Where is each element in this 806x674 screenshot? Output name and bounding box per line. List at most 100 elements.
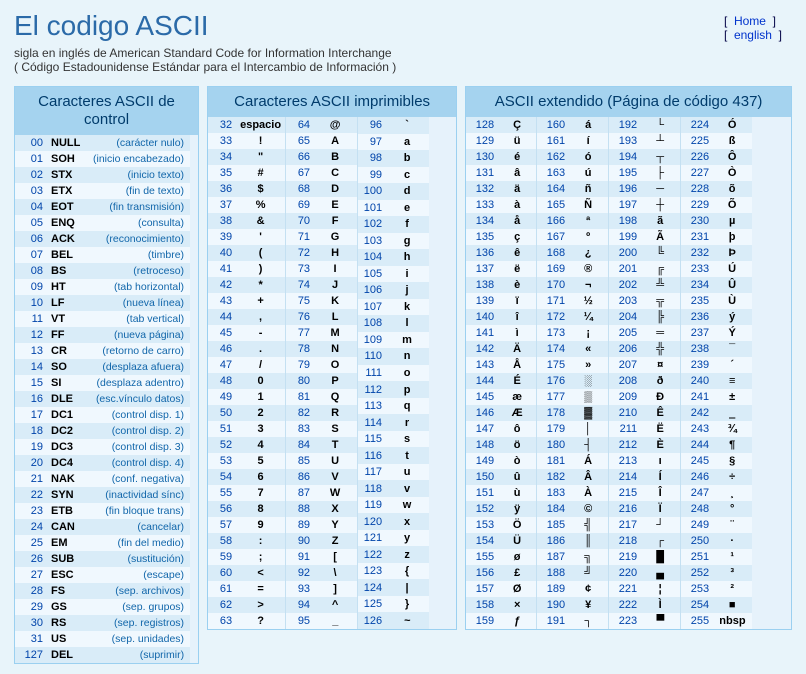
- table-row: 214Í: [609, 469, 680, 485]
- mnemonic: RS: [47, 615, 89, 631]
- char-glyph: ÿ: [498, 501, 536, 517]
- char-glyph: ¶: [713, 437, 752, 453]
- table-row: 106j: [358, 282, 429, 299]
- home-link[interactable]: Home: [734, 14, 766, 28]
- table-row: 557: [208, 485, 285, 501]
- code-number: 231: [681, 229, 714, 245]
- char-glyph: å: [498, 213, 536, 229]
- char-glyph: #: [236, 165, 285, 181]
- code-number: 186: [537, 533, 570, 549]
- table-row: 175»: [537, 357, 608, 373]
- table-row: 156£: [466, 565, 536, 581]
- mnemonic: HT: [47, 279, 89, 295]
- char-glyph: Ê: [641, 405, 680, 421]
- code-number: 114: [358, 414, 387, 431]
- code-number: 60: [208, 565, 236, 581]
- table-row: 185╣: [537, 517, 608, 533]
- mnemonic: DLE: [47, 391, 89, 407]
- code-number: 120: [358, 513, 387, 530]
- char-glyph: ƒ: [498, 613, 536, 629]
- char-glyph: ?: [236, 613, 285, 629]
- char-glyph: Ó: [713, 117, 752, 133]
- code-number: 179: [537, 421, 570, 437]
- table-row: 193┴: [609, 133, 680, 149]
- char-glyph: A: [314, 133, 357, 149]
- code-number: 69: [286, 197, 315, 213]
- code-number: 172: [537, 309, 570, 325]
- table-row: 108l: [358, 315, 429, 332]
- char-column: 192└193┴194┬195├196─197┼198ã199Ã200╚201╔…: [608, 117, 680, 629]
- char-glyph: ¿: [569, 245, 608, 261]
- table-row: 29GS(sep. grupos): [15, 599, 190, 615]
- mnemonic: DEL: [47, 647, 89, 663]
- table-row: 90Z: [286, 533, 357, 549]
- table-row: 33!: [208, 133, 285, 149]
- code-number: 109: [358, 332, 387, 349]
- code-number: 143: [466, 357, 498, 373]
- table-row: 194┬: [609, 149, 680, 165]
- table-row: 97a: [358, 134, 429, 151]
- table-row: 139ï: [466, 293, 536, 309]
- char-glyph: ó: [569, 149, 608, 165]
- code-number: 65: [286, 133, 315, 149]
- code-number: 196: [609, 181, 642, 197]
- code-number: 175: [537, 357, 570, 373]
- char-glyph: ù: [498, 485, 536, 501]
- table-row: 180┤: [537, 437, 608, 453]
- code-number: 50: [208, 405, 236, 421]
- table-row: 255nbsp: [681, 613, 752, 629]
- char-glyph: Æ: [498, 405, 536, 421]
- mnemonic: EM: [47, 535, 89, 551]
- char-glyph: Á: [569, 453, 608, 469]
- char-glyph: ├: [641, 165, 680, 181]
- page-header: El codigo ASCII sigla en inglés de Ameri…: [14, 10, 792, 74]
- code-number: 169: [537, 261, 570, 277]
- code-number: 199: [609, 229, 642, 245]
- code-number: 05: [15, 215, 47, 231]
- char-glyph: ░: [569, 373, 608, 389]
- code-number: 62: [208, 597, 236, 613]
- english-link[interactable]: english: [734, 28, 772, 42]
- char-glyph: À: [569, 485, 608, 501]
- table-row: 480: [208, 373, 285, 389]
- table-row: 116t: [358, 447, 429, 464]
- char-glyph: 4: [236, 437, 285, 453]
- table-row: 131â: [466, 165, 536, 181]
- char-glyph: =: [236, 581, 285, 597]
- char-glyph: ▓: [569, 405, 608, 421]
- table-row: 46.: [208, 341, 285, 357]
- char-glyph: ±: [713, 389, 752, 405]
- char-glyph: É: [498, 373, 536, 389]
- char-glyph: ÷: [713, 469, 752, 485]
- table-row: 41): [208, 261, 285, 277]
- code-number: 122: [358, 546, 387, 563]
- table-row: 535: [208, 453, 285, 469]
- table-row: 66B: [286, 149, 357, 165]
- control-panel: Caracteres ASCII de control 00NULL(carác…: [14, 86, 199, 664]
- code-number: 133: [466, 197, 498, 213]
- code-number: 235: [681, 293, 714, 309]
- code-number: 168: [537, 245, 570, 261]
- table-row: 30RS(sep. registros): [15, 615, 190, 631]
- char-glyph: Ç: [498, 117, 536, 133]
- code-number: 176: [537, 373, 570, 389]
- table-row: 01SOH(inicio encabezado): [15, 151, 190, 167]
- description: (esc.vínculo datos): [89, 391, 190, 407]
- mnemonic: SOH: [47, 151, 89, 167]
- code-number: 49: [208, 389, 236, 405]
- mnemonic: LF: [47, 295, 89, 311]
- code-number: 115: [358, 431, 387, 448]
- table-row: 07BEL(timbre): [15, 247, 190, 263]
- code-number: 135: [466, 229, 498, 245]
- table-row: 234Û: [681, 277, 752, 293]
- char-glyph: ì: [498, 325, 536, 341]
- char-glyph: %: [236, 197, 285, 213]
- table-row: 235Ù: [681, 293, 752, 309]
- char-glyph: k: [386, 299, 429, 316]
- table-row: 28FS(sep. archivos): [15, 583, 190, 599]
- table-row: 251¹: [681, 549, 752, 565]
- mnemonic: DC2: [47, 423, 89, 439]
- code-number: 97: [358, 134, 387, 151]
- code-number: 108: [358, 315, 387, 332]
- char-glyph: ¦: [641, 581, 680, 597]
